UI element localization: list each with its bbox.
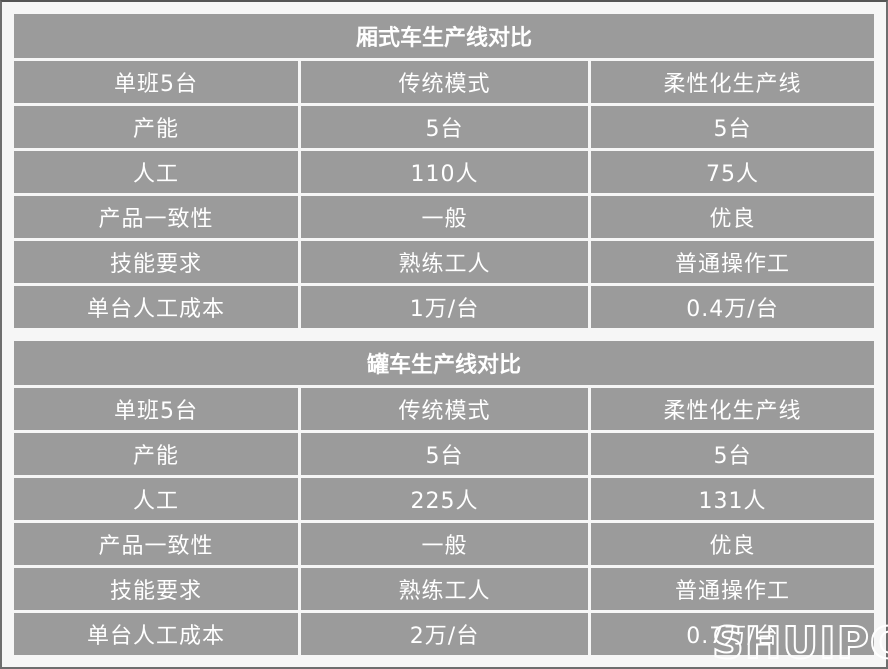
table-title: 厢式车生产线对比 bbox=[14, 14, 874, 58]
table-cell: 一般 bbox=[301, 523, 588, 565]
table-cell: 产品一致性 bbox=[14, 523, 298, 565]
table-cell: 一般 bbox=[301, 196, 588, 238]
table-cell: 产能 bbox=[14, 106, 298, 148]
table-cell: 普通操作工 bbox=[591, 568, 874, 610]
table-cell: 熟练工人 bbox=[301, 241, 588, 283]
table-cell: 优良 bbox=[591, 196, 874, 238]
tanker-line-comparison-table: 罐车生产线对比 单班5台 传统模式 柔性化生产线 产能 5台 5台 人工 225人 131人 产品一… bbox=[14, 341, 874, 655]
table-cell: 0.7万/台 bbox=[591, 613, 874, 655]
table-cell: 110人 bbox=[301, 151, 588, 193]
table-cell: 225人 bbox=[301, 478, 588, 520]
table-cell: 技能要求 bbox=[14, 568, 298, 610]
table-cell: 1万/台 bbox=[301, 286, 588, 328]
header-cell: 柔性化生产线 bbox=[591, 61, 874, 103]
table-cell: 产能 bbox=[14, 433, 298, 475]
table-cell: 5台 bbox=[301, 433, 588, 475]
header-cell: 柔性化生产线 bbox=[591, 388, 874, 430]
header-cell: 传统模式 bbox=[301, 388, 588, 430]
table-cell: 131人 bbox=[591, 478, 874, 520]
table-cell: 人工 bbox=[14, 151, 298, 193]
watermark-logo: SHUIPC bbox=[711, 617, 888, 669]
table-cell: 2万/台 bbox=[301, 613, 588, 655]
table-cell: 5台 bbox=[591, 106, 874, 148]
table-cell: 优良 bbox=[591, 523, 874, 565]
table-cell: 5台 bbox=[301, 106, 588, 148]
table-cell: 熟练工人 bbox=[301, 568, 588, 610]
table-title: 罐车生产线对比 bbox=[14, 341, 874, 385]
table-cell: 0.4万/台 bbox=[591, 286, 874, 328]
header-cell: 单班5台 bbox=[14, 388, 298, 430]
table-cell: 人工 bbox=[14, 478, 298, 520]
table-cell: 5台 bbox=[591, 433, 874, 475]
table-cell: 技能要求 bbox=[14, 241, 298, 283]
van-line-comparison-table: 厢式车生产线对比 单班5台 传统模式 柔性化生产线 产能 5台 5台 人工 110人 75人 产品一… bbox=[14, 14, 874, 328]
header-cell: 传统模式 bbox=[301, 61, 588, 103]
table-cell: 单台人工成本 bbox=[14, 613, 298, 655]
table-cell: 普通操作工 bbox=[591, 241, 874, 283]
header-cell: 单班5台 bbox=[14, 61, 298, 103]
table-cell: 75人 bbox=[591, 151, 874, 193]
table-cell: 产品一致性 bbox=[14, 196, 298, 238]
table-cell: 单台人工成本 bbox=[14, 286, 298, 328]
